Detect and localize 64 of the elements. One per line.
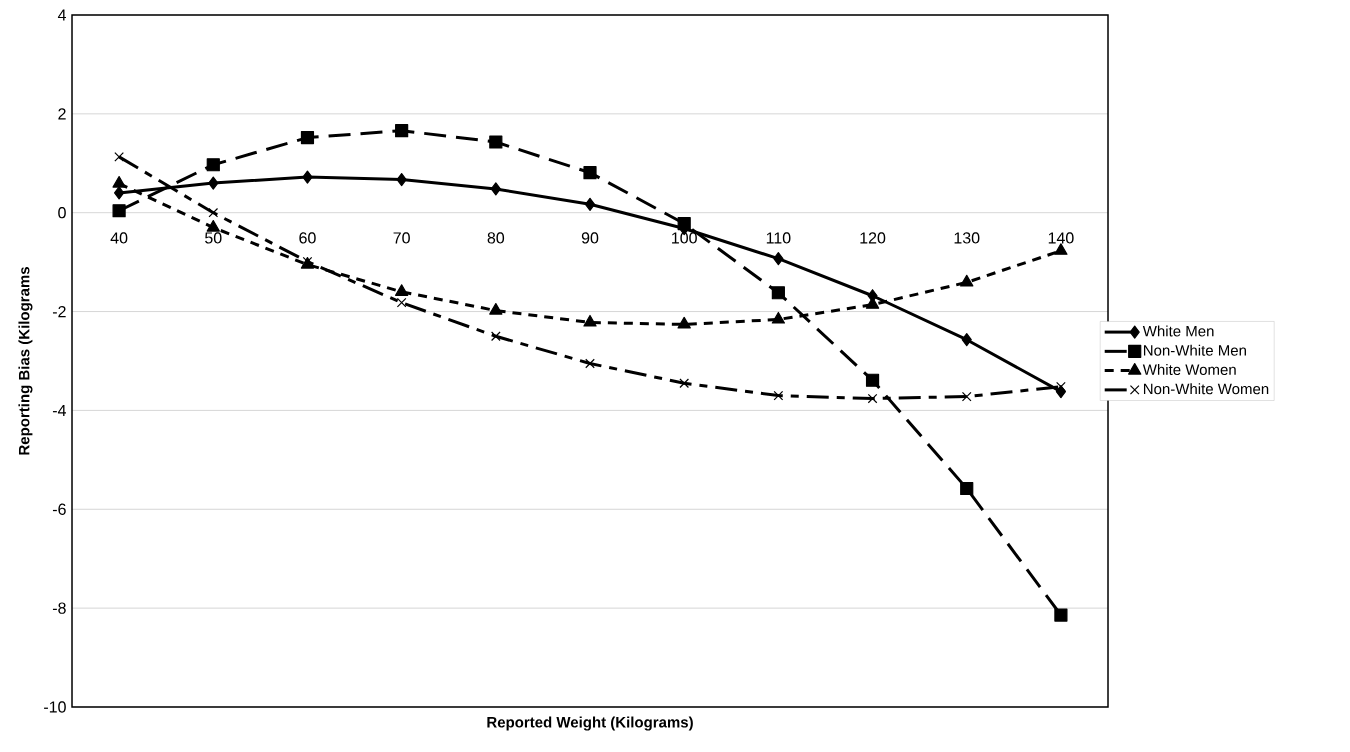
point	[583, 166, 597, 180]
y-tick-label: -10	[44, 701, 66, 713]
point	[773, 390, 784, 401]
point	[867, 393, 878, 404]
y-tick-label: -6	[52, 503, 66, 515]
point	[1054, 243, 1068, 255]
point	[489, 135, 503, 149]
y-tick-label: 4	[57, 9, 66, 21]
y-tick-label: -2	[52, 305, 66, 318]
point	[490, 331, 501, 342]
x-tick-label: 110	[766, 232, 791, 244]
x-tick-label: 40	[110, 232, 128, 244]
point	[396, 297, 407, 308]
y-axis-title: Reporting Bias (Kilograms	[18, 267, 33, 455]
point	[300, 130, 315, 145]
x-tick-label: 70	[393, 232, 410, 244]
point	[679, 378, 690, 389]
legend-label: Non-White Women	[1143, 383, 1269, 395]
point	[114, 186, 125, 200]
point	[302, 170, 313, 184]
point	[112, 175, 126, 188]
point	[771, 311, 786, 324]
y-tick-label: -4	[52, 404, 66, 416]
legend-label: Non-White Men	[1143, 344, 1246, 356]
point	[208, 176, 219, 190]
point	[1056, 381, 1066, 392]
point	[1054, 608, 1068, 622]
point	[490, 182, 501, 196]
legend-label: White Women	[1142, 363, 1236, 375]
point	[585, 358, 595, 369]
point	[206, 158, 220, 172]
point	[960, 481, 974, 496]
point	[677, 216, 691, 231]
point	[114, 152, 124, 162]
x-tick-label: 100	[672, 232, 697, 244]
y-tick-label: 2	[58, 108, 66, 120]
x-tick-label: 120	[860, 232, 886, 244]
point	[961, 333, 972, 347]
x-tick-label: 130	[954, 232, 980, 244]
x-tick-label: 140	[1048, 232, 1074, 244]
x-tick-label: 80	[487, 232, 505, 244]
point	[771, 286, 785, 300]
point	[583, 314, 597, 327]
point	[394, 284, 409, 296]
x-tick-label: 60	[299, 232, 316, 244]
point	[865, 373, 880, 387]
point	[112, 204, 126, 218]
point	[584, 197, 596, 211]
point	[208, 207, 219, 218]
legend-label: White Men	[1142, 325, 1214, 337]
point	[773, 252, 784, 266]
point	[396, 172, 407, 187]
point	[677, 316, 691, 329]
point	[206, 219, 220, 232]
point	[489, 302, 503, 315]
x-axis-title: Reported Weight (Kilograms)	[487, 716, 693, 731]
x-tick-label: 90	[581, 232, 599, 244]
x-tick-label: 50	[205, 232, 222, 244]
point	[961, 391, 972, 402]
point	[865, 297, 880, 309]
y-tick-label: -8	[52, 602, 66, 614]
point	[395, 124, 409, 138]
y-tick-label: 0	[58, 207, 66, 219]
point	[960, 274, 974, 287]
